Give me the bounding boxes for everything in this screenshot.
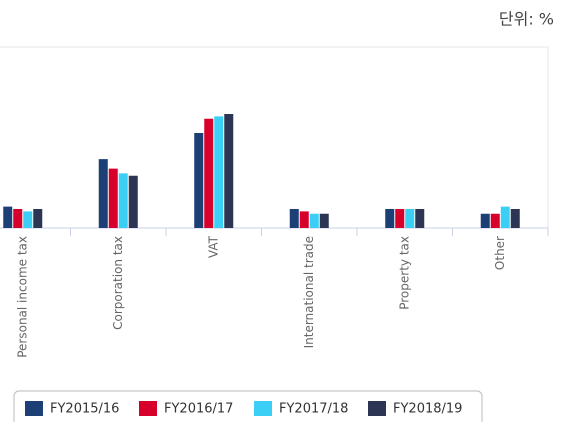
bar — [108, 168, 118, 228]
x-tick-label: Other — [493, 236, 507, 270]
bar — [128, 175, 138, 228]
bar — [13, 209, 23, 228]
bar — [299, 211, 309, 228]
x-tick-label: Property tax — [397, 236, 411, 310]
bar — [23, 211, 33, 228]
legend-swatch — [139, 401, 157, 416]
bar — [224, 114, 234, 228]
bar — [395, 209, 405, 228]
unit-label: 단위: % — [499, 10, 554, 29]
bar — [405, 209, 415, 228]
legend-swatch — [254, 401, 272, 416]
bar — [3, 206, 13, 228]
legend-box — [13, 390, 483, 422]
bar — [204, 118, 214, 228]
x-tick-label: Corporation tax — [111, 236, 125, 330]
bar — [319, 213, 329, 228]
bar — [309, 213, 319, 228]
bar — [510, 209, 520, 228]
x-tick-label: Personal income tax — [15, 236, 29, 358]
bar — [415, 209, 425, 228]
bar — [490, 213, 500, 228]
bar — [385, 209, 395, 228]
bar — [289, 209, 299, 228]
legend-swatch — [368, 401, 386, 416]
bar — [214, 116, 224, 228]
bar — [194, 133, 204, 228]
bar — [33, 209, 43, 228]
bar — [98, 159, 108, 228]
legend-label: FY2017/18 — [279, 402, 348, 417]
bar — [480, 213, 490, 228]
bar — [500, 206, 510, 228]
legend-label: FY2016/17 — [164, 402, 233, 417]
legend-label: FY2015/16 — [50, 402, 119, 417]
bar — [118, 173, 128, 228]
legend-label: FY2018/19 — [393, 402, 462, 417]
x-tick-label: International trade — [302, 236, 316, 348]
x-tick-label: VAT — [206, 235, 220, 258]
legend-swatch — [25, 401, 43, 416]
